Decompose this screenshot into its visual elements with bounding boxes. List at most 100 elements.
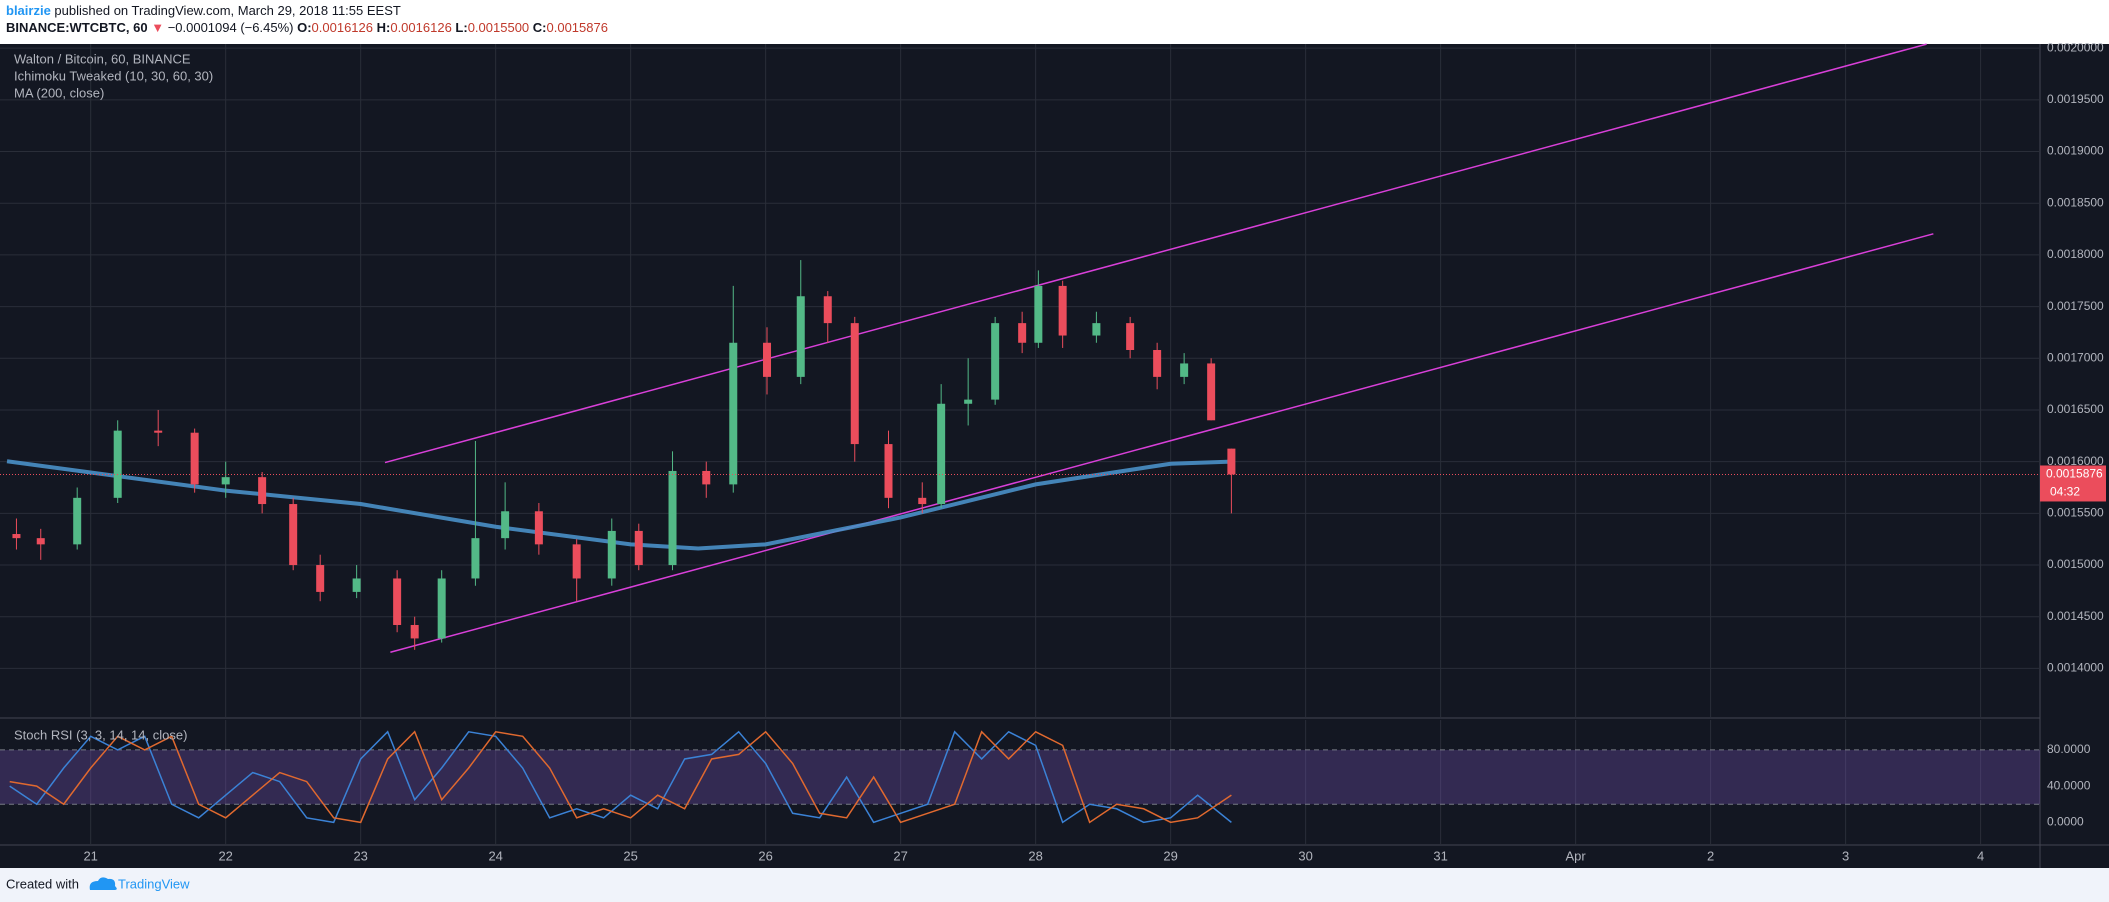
y-tick-label: 0.0019500 (2047, 92, 2104, 106)
candle-body (36, 538, 45, 545)
candle-body (393, 578, 402, 625)
footer-text: Created with (6, 876, 79, 891)
candle-body (221, 477, 230, 485)
x-tick-label: 3 (1842, 848, 1849, 863)
ma-legend: MA (200, close) (14, 85, 104, 100)
candle-body (1180, 363, 1189, 377)
y-tick-label: 0.0000 (2047, 815, 2084, 829)
open: 0.0016126 (312, 20, 373, 35)
y-tick-label: 0.0018500 (2047, 195, 2104, 209)
candle-body (113, 430, 122, 498)
x-tick-label: 30 (1298, 848, 1312, 863)
y-tick-label: 0.0014500 (2047, 609, 2104, 623)
chart-bg (0, 44, 2109, 868)
candle-body (316, 565, 325, 592)
x-tick-label: 4 (1977, 848, 1984, 863)
last-price-tag (2040, 465, 2106, 502)
candle-body (190, 432, 199, 485)
candle-body (1034, 285, 1043, 343)
low: 0.0015500 (468, 20, 529, 35)
x-tick-label: 28 (1028, 848, 1042, 863)
x-tick-label: 2 (1707, 848, 1714, 863)
candle-body (410, 624, 419, 639)
candle-body (1018, 323, 1027, 343)
author: blairzie (6, 3, 51, 18)
candle-body (668, 470, 677, 566)
y-tick-label: 0.0020000 (2047, 40, 2104, 54)
h-label: H: (377, 20, 391, 35)
candle-body (501, 511, 510, 539)
candle-body (289, 504, 298, 566)
rsi-band (0, 749, 2040, 805)
candle-body (1126, 323, 1135, 351)
c-label: C: (533, 20, 547, 35)
published: published on TradingView.com, March 29, … (54, 3, 400, 18)
candle-body (763, 342, 772, 377)
candle-body (634, 530, 643, 566)
candle-body (1092, 323, 1101, 336)
candle-body (1227, 448, 1236, 475)
y-tick-label: 0.0019000 (2047, 144, 2104, 158)
candle-body (1058, 285, 1067, 336)
indicator-legend: Ichimoku Tweaked (10, 30, 60, 30) (14, 68, 213, 83)
y-tick-label: 0.0015500 (2047, 506, 2104, 520)
candle-body (572, 544, 581, 579)
high: 0.0016126 (390, 20, 451, 35)
rsi-title: Stoch RSI (3, 3, 14, 14, close) (14, 727, 187, 742)
y-tick-label: 0.0015000 (2047, 557, 2104, 571)
x-tick-label: 21 (83, 848, 97, 863)
footer-brand[interactable]: TradingView (118, 876, 190, 891)
countdown: 04:32 (2050, 485, 2080, 499)
y-tick-label: 80.0000 (2047, 742, 2091, 756)
arrow: ▼ (151, 20, 164, 35)
plot: 21 22 23 24 25 26 27 28 29 30 31 Apr 2 3 40.00140000.0… (0, 40, 2106, 863)
candle-body (937, 403, 946, 505)
header-bg (0, 0, 2109, 44)
x-tick-label: 31 (1433, 848, 1447, 863)
y-tick-label: 0.0017000 (2047, 350, 2104, 364)
last-price-label: 0.0015876 (2046, 467, 2103, 481)
candle-body (73, 497, 82, 545)
y-tick-label: 40.0000 (2047, 778, 2091, 792)
rsi-line (9, 730, 1232, 824)
x-tick-label: 24 (488, 848, 502, 863)
candle-body (991, 323, 1000, 400)
x-tick-label: 22 (218, 848, 232, 863)
candle-body (352, 578, 361, 592)
price-title: Walton / Bitcoin, 60, BINANCE (14, 51, 191, 66)
candle-body (154, 430, 163, 433)
y-tick-label: 0.0014000 (2047, 661, 2104, 675)
symbol-line: BINANCE:WTCBTC, 60 ▼ −0.0001094 (−6.45%)… (6, 20, 608, 35)
candle-body (534, 511, 543, 545)
close: 0.0015876 (547, 20, 608, 35)
candle-body (471, 538, 480, 579)
l-label: L: (455, 20, 467, 35)
x-tick-label: 23 (353, 848, 367, 863)
candle-body (918, 497, 927, 505)
x-tick-label: 27 (893, 848, 907, 863)
candle-body (1153, 350, 1162, 377)
candle-body (729, 342, 738, 485)
candle-body (702, 470, 711, 485)
symbol: BINANCE:WTCBTC, 60 (6, 20, 148, 35)
candle-body (884, 444, 893, 498)
candle-body (823, 296, 832, 324)
candle-body (258, 477, 267, 505)
ma-line (6, 459, 1232, 551)
x-tick-label: 29 (1163, 848, 1177, 863)
rsi-line (9, 730, 1232, 824)
x-tick-label: Apr (1566, 848, 1587, 863)
candle-body (1207, 363, 1216, 421)
candle-body (964, 399, 973, 404)
trend-line (390, 233, 1934, 654)
y-tick-label: 0.0016000 (2047, 454, 2104, 468)
change: −0.0001094 (−6.45%) (168, 20, 294, 35)
y-tick-label: 0.0018000 (2047, 247, 2104, 261)
publish-line: blairzie published on TradingView.com, M… (6, 3, 401, 18)
candle-body (437, 578, 446, 639)
tv-logo (89, 877, 117, 890)
x-tick-label: 26 (758, 848, 772, 863)
x-tick-label: 25 (623, 848, 637, 863)
